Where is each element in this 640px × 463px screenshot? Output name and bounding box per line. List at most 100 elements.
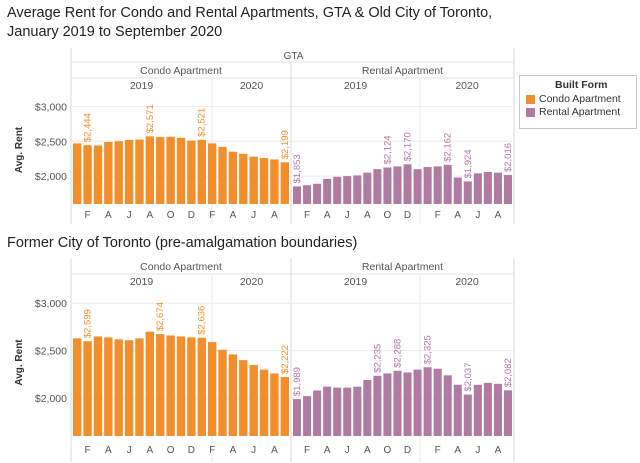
x-tick-label: D [188,210,195,221]
bar-condo [156,334,165,436]
x-tick-label: F [304,445,310,456]
x-tick-label: A [364,445,371,456]
bar-condo [145,331,155,436]
bar-rental [333,387,342,436]
bar-condo [187,337,196,436]
group-label-condo: Condo Apartment [140,65,222,77]
bar-condo [145,136,155,204]
legend-label-rental: Rental Apartment [539,106,621,118]
data-label: $2,199 [280,130,291,159]
bar-condo [239,360,248,436]
bar-condo [207,143,217,204]
bar-rental [503,175,512,204]
legend-swatch-condo [526,94,535,104]
data-label: $2,082 [503,358,514,387]
x-tick-label: F [435,210,441,221]
x-tick-label: A [230,445,237,456]
bar-condo [104,337,113,436]
y-axis-title: Avg. Rent [14,126,25,173]
bar-condo [156,137,165,204]
bar-condo [83,145,92,204]
year-label: 2019 [344,80,368,92]
bar-condo [228,151,238,204]
x-tick-label: F [85,445,91,456]
legend-swatch-rental [526,107,535,117]
data-label: $2,325 [423,335,434,364]
data-label: $2,124 [382,135,393,164]
bar-condo [249,156,258,204]
x-tick-label: A [105,445,112,456]
year-label: 2020 [455,80,479,92]
data-label: $2,016 [503,143,514,172]
bar-rental [473,384,482,436]
bar-rental [423,167,432,204]
x-tick-label: O [384,210,392,221]
group-label-rental: Rental Apartment [362,65,443,77]
bar-rental [423,367,432,436]
x-tick-label: J [345,210,350,221]
bar-rental [473,173,482,204]
x-tick-label: J [251,210,256,221]
bar-rental [313,390,322,436]
bar-condo [187,140,196,204]
x-tick-label: A [495,445,502,456]
x-tick-label: A [454,210,461,221]
x-tick-label: A [324,445,331,456]
bar-condo [197,337,206,436]
chart-title: Average Rent for Condo and Rental Apartm… [7,5,493,40]
legend: Built Form Condo Apartment Rental Apartm… [519,75,637,129]
bar-condo [259,369,269,436]
data-label: $2,674 [155,302,166,331]
x-tick-label: O [167,210,175,221]
legend-item-condo[interactable]: Condo Apartment [526,93,636,105]
bar-condo [73,338,82,436]
bar-rental [393,166,402,204]
bar-rental [363,172,372,204]
bar-rental [433,166,442,204]
region-label: GTA [284,51,304,62]
bar-rental [293,186,302,204]
bar-condo [197,139,206,204]
group-label-condo: Condo Apartment [140,261,222,273]
data-label: $2,222 [280,345,291,374]
bar-condo [207,342,217,436]
year-label: 2019 [130,80,154,92]
x-tick-label: A [454,445,461,456]
x-tick-label: J [127,445,132,456]
bar-condo [228,354,238,436]
bar-rental [383,373,392,436]
bar-rental [443,375,452,436]
x-tick-label: F [209,445,215,456]
x-tick-label: A [271,210,278,221]
bar-condo [93,336,103,436]
bar-condo [114,339,123,436]
bar-rental [493,383,502,436]
year-label: 2020 [240,80,264,92]
data-label: $2,288 [392,339,403,368]
bar-condo [176,137,186,204]
y-tick-label: $3,000 [35,101,67,113]
legend-label-condo: Condo Apartment [539,93,621,105]
x-tick-label: A [230,210,237,221]
group-label-rental: Rental Apartment [362,261,443,273]
year-label: 2020 [240,276,264,288]
bar-rental [323,386,332,436]
x-tick-label: F [209,210,215,221]
bar-rental [403,372,412,436]
bar-rental [333,176,342,204]
bar-rental [383,167,392,204]
bar-rental [343,387,352,436]
bar-rental [463,394,472,436]
x-tick-label: J [251,445,256,456]
bar-rental [453,384,462,436]
x-tick-label: J [475,445,480,456]
data-label: $1,924 [463,149,474,178]
bar-condo [176,336,186,436]
x-tick-label: J [127,210,132,221]
x-tick-label: F [435,445,441,456]
bar-condo [93,145,103,204]
y-tick-label: $2,500 [35,136,67,148]
bar-condo [104,141,113,204]
x-tick-label: A [271,445,278,456]
legend-item-rental[interactable]: Rental Apartment [526,106,636,118]
